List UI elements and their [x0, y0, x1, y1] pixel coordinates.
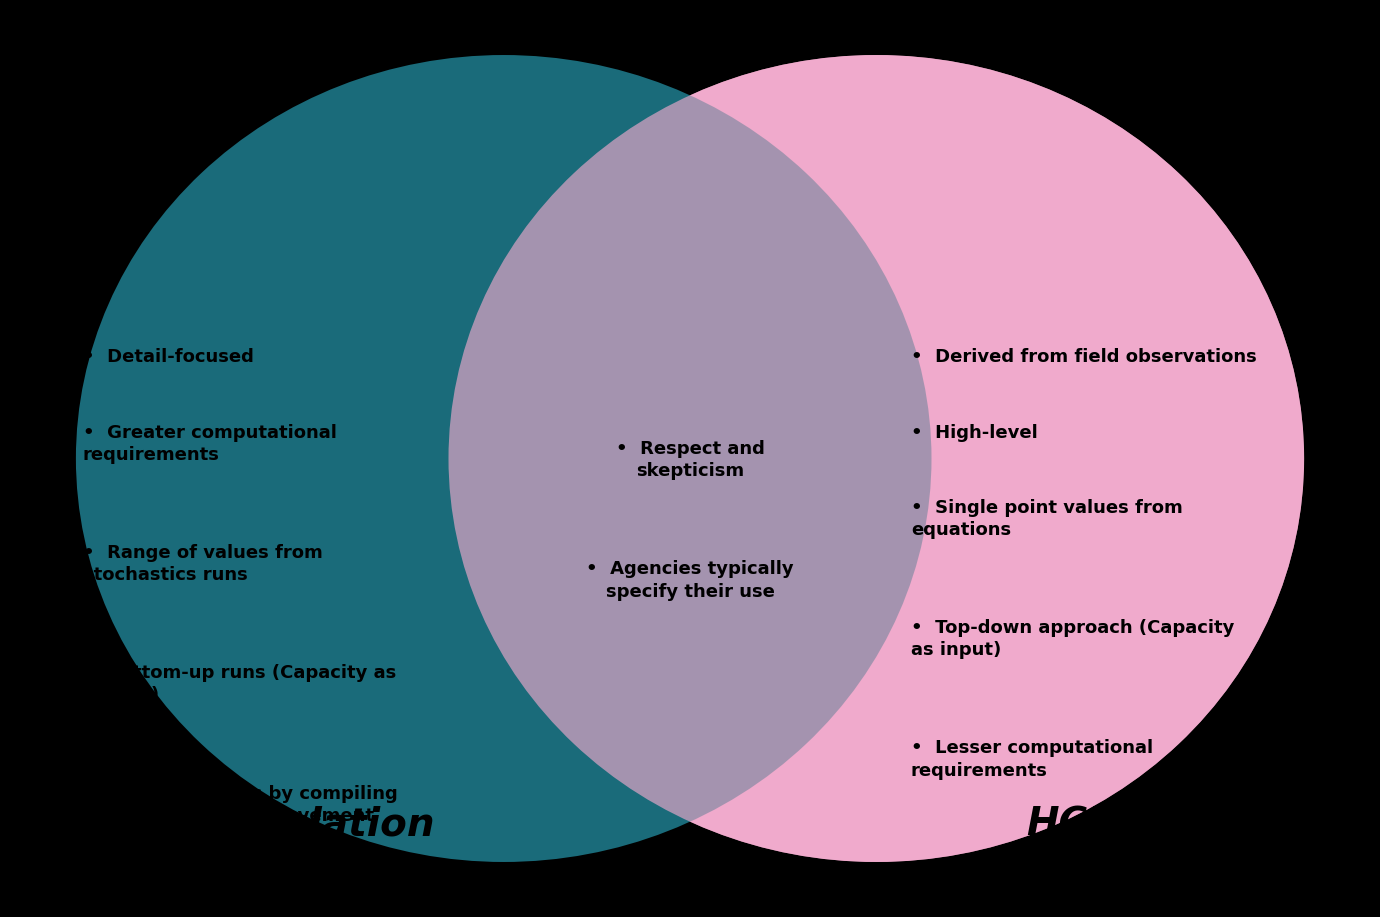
- Text: •  Agencies typically
specify their use: • Agencies typically specify their use: [586, 560, 794, 601]
- Ellipse shape: [76, 55, 932, 862]
- Text: •  Bottom-up runs (Capacity as
output): • Bottom-up runs (Capacity as output): [83, 664, 396, 704]
- Ellipse shape: [448, 55, 1304, 862]
- Text: •  Range of values from
stochastics runs: • Range of values from stochastics runs: [83, 544, 323, 584]
- Text: •  Lesser computational
requirements: • Lesser computational requirements: [911, 739, 1152, 779]
- Text: •  Single point values from
equations: • Single point values from equations: [911, 499, 1183, 539]
- Text: HCM: HCM: [1027, 806, 1126, 844]
- Text: •  Respect and
skepticism: • Respect and skepticism: [615, 440, 765, 481]
- Text: Simulation: Simulation: [200, 806, 435, 844]
- Ellipse shape: [448, 55, 1304, 862]
- Text: •  Derived results by compiling
individual vehicle movement: • Derived results by compiling individua…: [83, 785, 397, 824]
- Text: •  Greater computational
requirements: • Greater computational requirements: [83, 424, 337, 464]
- Text: •  High-level: • High-level: [911, 424, 1038, 442]
- Text: •  Top-down approach (Capacity
as input): • Top-down approach (Capacity as input): [911, 619, 1234, 659]
- Text: •  Detail-focused: • Detail-focused: [83, 348, 254, 367]
- Text: •  Derived from field observations: • Derived from field observations: [911, 348, 1257, 367]
